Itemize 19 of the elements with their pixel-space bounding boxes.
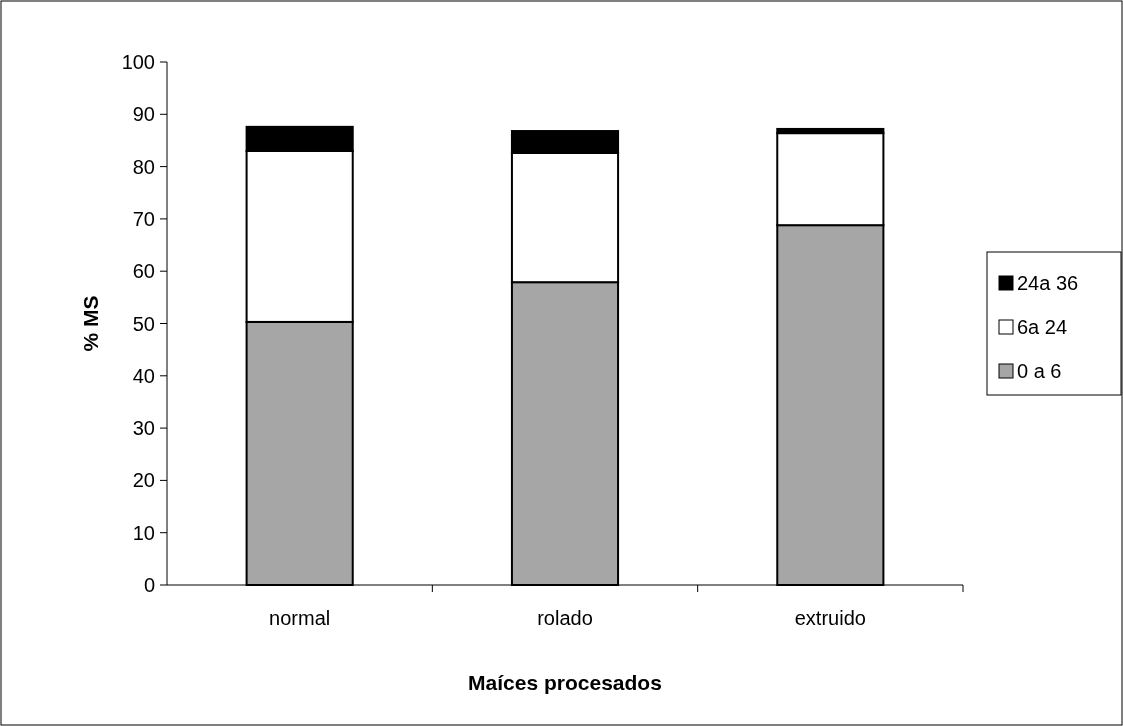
y-tick-label: 20 [132,469,155,492]
x-axis-title: Maíces procesados [468,671,662,694]
y-tick-label: 80 [132,155,155,178]
x-tick-label: extruido [794,607,866,629]
legend-label: 0 a 6 [1017,360,1062,382]
y-tick-label: 60 [132,260,155,283]
y-tick-label: 50 [132,312,155,335]
y-tick-label: 70 [132,207,155,230]
y-tick-label: 90 [132,103,155,126]
x-tick-label: normal [269,607,331,629]
y-tick-label: 40 [132,364,155,387]
legend-label: 6a 24 [1017,316,1068,338]
y-tick-label: 10 [132,521,155,544]
y-tick-label: 30 [132,417,155,440]
y-axis-title: % MS [79,295,102,352]
y-tick-label: 0 [143,574,155,596]
legend-label: 24a 36 [1017,272,1079,294]
x-tick-label: rolado [537,607,593,629]
y-tick-label: 100 [121,51,155,73]
